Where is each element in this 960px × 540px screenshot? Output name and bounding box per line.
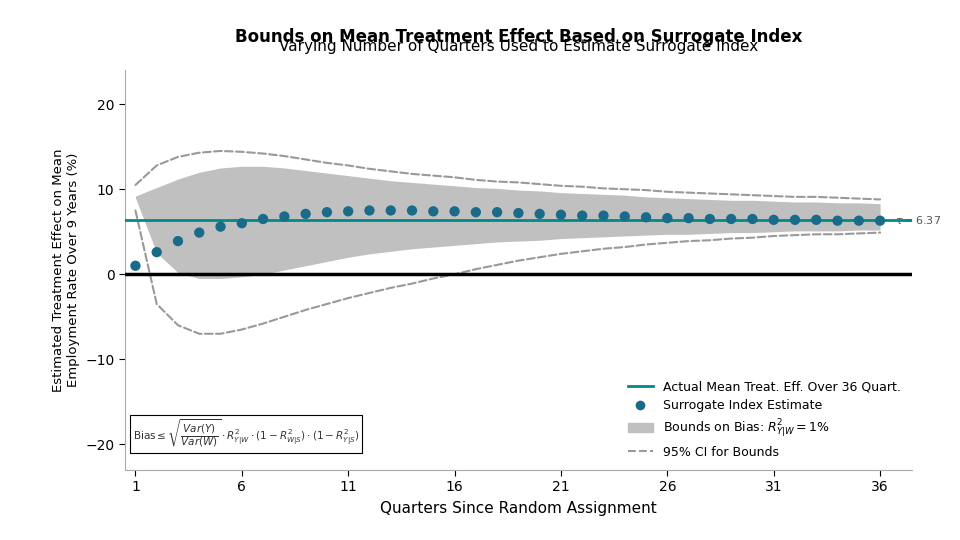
Point <box>660 214 675 222</box>
Title: Bounds on Mean Treatment Effect Based on Surrogate Index: Bounds on Mean Treatment Effect Based on… <box>234 29 803 46</box>
Point <box>234 219 250 227</box>
Point <box>404 206 420 215</box>
Point <box>490 208 505 217</box>
Point <box>362 206 377 215</box>
Point <box>574 211 589 220</box>
Point <box>447 207 463 215</box>
Point <box>170 237 185 245</box>
Point <box>702 215 717 224</box>
Point <box>787 215 803 224</box>
Point <box>276 212 292 221</box>
Point <box>766 215 781 224</box>
Point <box>425 207 441 215</box>
Point <box>745 215 760 224</box>
Y-axis label: Estimated Treatment Effect on Mean
Employment Rate Over 9 Years (%): Estimated Treatment Effect on Mean Emplo… <box>52 148 80 392</box>
Text: $\mathrm{Bias} \leq \sqrt{\dfrac{Var(Y)}{Var(W)}} \cdot R^2_{Y|W} \cdot (1 - R^2: $\mathrm{Bias} \leq \sqrt{\dfrac{Var(Y)}… <box>132 417 359 450</box>
Point <box>341 207 356 215</box>
Text: $\tau = 6.37$: $\tau = 6.37$ <box>895 214 941 226</box>
Point <box>192 228 207 237</box>
Point <box>532 210 547 218</box>
Point <box>553 211 568 219</box>
Point <box>681 214 696 222</box>
Point <box>255 215 271 224</box>
Point <box>829 217 845 225</box>
Point <box>617 212 633 221</box>
Point <box>511 209 526 218</box>
Point <box>852 217 867 225</box>
Point <box>724 215 739 224</box>
Point <box>149 248 164 256</box>
Point <box>298 210 313 218</box>
Point <box>383 206 398 215</box>
Legend: Actual Mean Treat. Eff. Over 36 Quart., Surrogate Index Estimate, Bounds on Bias: Actual Mean Treat. Eff. Over 36 Quart., … <box>623 375 905 463</box>
Point <box>320 208 335 217</box>
Point <box>468 208 484 217</box>
Text: Varying Number of Quarters Used to Estimate Surrogate Index: Varying Number of Quarters Used to Estim… <box>278 39 758 54</box>
Point <box>638 213 654 221</box>
Point <box>128 261 143 270</box>
X-axis label: Quarters Since Random Assignment: Quarters Since Random Assignment <box>380 501 657 516</box>
Point <box>873 217 888 225</box>
Point <box>808 215 824 224</box>
Point <box>213 222 228 231</box>
Point <box>596 211 612 220</box>
